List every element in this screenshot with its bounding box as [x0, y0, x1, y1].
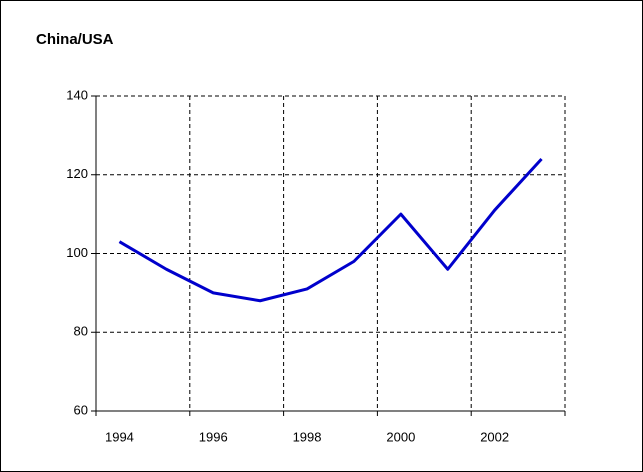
y-tick-label: 140 [66, 87, 88, 102]
x-tick-label: 1998 [293, 429, 322, 444]
y-tick-label: 100 [66, 245, 88, 260]
x-tick-label: 1996 [199, 429, 228, 444]
y-tick-label: 120 [66, 166, 88, 181]
x-tick-label: 2000 [386, 429, 415, 444]
line-series [118, 157, 543, 303]
y-tick-label: 60 [74, 402, 88, 417]
x-tick-label: 2002 [480, 429, 509, 444]
y-tick-label: 80 [74, 324, 88, 339]
x-tick-label: 1994 [105, 429, 134, 444]
chart-title: China/USA [36, 31, 114, 48]
